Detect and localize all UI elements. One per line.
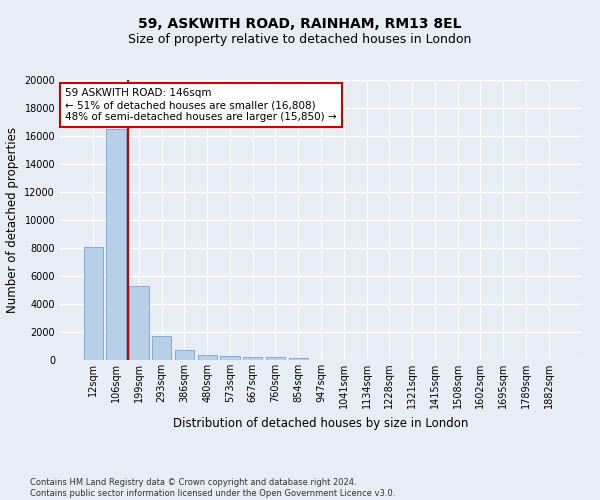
Bar <box>152 336 172 360</box>
Bar <box>289 358 308 360</box>
Bar <box>175 350 194 360</box>
Text: Size of property relative to detached houses in London: Size of property relative to detached ho… <box>128 32 472 46</box>
Bar <box>84 246 103 360</box>
Bar <box>106 129 126 360</box>
Y-axis label: Number of detached properties: Number of detached properties <box>6 127 19 313</box>
Bar <box>220 356 239 360</box>
Bar <box>266 358 285 360</box>
Bar <box>243 357 262 360</box>
Bar <box>197 355 217 360</box>
Text: Contains HM Land Registry data © Crown copyright and database right 2024.
Contai: Contains HM Land Registry data © Crown c… <box>30 478 395 498</box>
Text: 59 ASKWITH ROAD: 146sqm
← 51% of detached houses are smaller (16,808)
48% of sem: 59 ASKWITH ROAD: 146sqm ← 51% of detache… <box>65 88 337 122</box>
Text: 59, ASKWITH ROAD, RAINHAM, RM13 8EL: 59, ASKWITH ROAD, RAINHAM, RM13 8EL <box>138 18 462 32</box>
X-axis label: Distribution of detached houses by size in London: Distribution of detached houses by size … <box>173 416 469 430</box>
Bar <box>129 286 149 360</box>
